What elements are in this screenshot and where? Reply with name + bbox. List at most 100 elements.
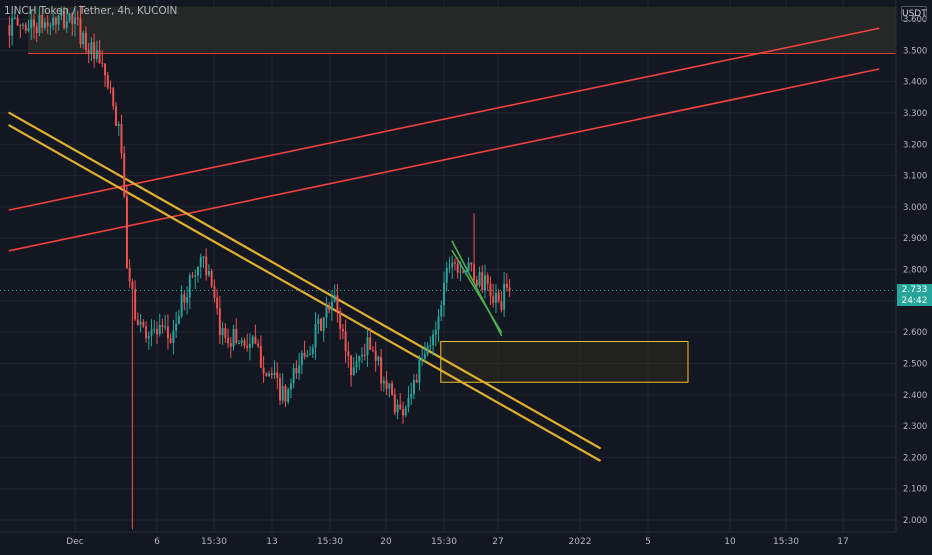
candle-bullish (57, 15, 60, 25)
candle-bullish (164, 326, 167, 328)
red-trendline-upper (8, 27, 880, 211)
candle-bullish (440, 305, 443, 317)
currency-button[interactable]: USDT (901, 6, 927, 21)
y-tick-label: 3.500 (903, 46, 927, 56)
price-axis (896, 0, 932, 550)
y-tick-label: 2.200 (903, 453, 927, 463)
candle-bullish (197, 267, 199, 276)
legend-exchange: KUCOIN (137, 5, 178, 17)
candle-bearish (336, 295, 339, 312)
candle-bullish (147, 335, 150, 339)
x-tick-label: 10 (724, 537, 736, 547)
candle-bullish (43, 22, 46, 28)
candle-bullish (281, 386, 284, 401)
y-tick-label: 2.800 (903, 266, 927, 276)
candle-bullish (388, 383, 391, 389)
y-tick-label: 2.900 (903, 234, 927, 244)
candle-bullish (287, 389, 290, 402)
candle-bullish (207, 270, 210, 276)
candle-bearish (71, 13, 74, 25)
y-tick-label: 3.000 (903, 203, 927, 213)
candle-bullish (238, 342, 240, 344)
candle-bearish (391, 383, 394, 395)
candle-bullish (52, 17, 55, 26)
candle-bullish (65, 21, 68, 28)
candle-bearish (399, 404, 402, 410)
candle-bearish (19, 25, 22, 27)
last-price-tag: 2.733 24:42 (897, 284, 932, 306)
candle-bearish (328, 307, 331, 311)
candle-bullish (366, 337, 369, 356)
candle-bullish (377, 356, 380, 361)
candle-bearish (101, 62, 104, 64)
candle-bullish (306, 355, 309, 357)
candle-bullish (240, 340, 243, 343)
candle-bullish (172, 330, 175, 343)
candle-bullish (11, 17, 14, 36)
candle-bullish (352, 367, 355, 375)
candle-bearish (227, 337, 230, 344)
candle-bullish (358, 356, 361, 362)
y-tick-label: 2.600 (903, 328, 927, 338)
x-tick-label: 17 (837, 537, 848, 547)
candle-bullish (410, 393, 413, 399)
candle-bullish (330, 301, 333, 311)
candle-bearish (497, 292, 500, 302)
candle-bullish (74, 17, 76, 25)
candle-bearish (166, 326, 169, 339)
candle-bearish (259, 346, 262, 368)
y-tick-label: 3.100 (903, 172, 927, 182)
candle-bullish (186, 297, 189, 303)
candle-bullish (60, 11, 63, 16)
candle-bearish (142, 322, 145, 327)
candle-bearish (279, 378, 281, 401)
falling-wedge-line-2 (451, 249, 503, 333)
candle-bearish (505, 283, 508, 288)
candle-bearish (145, 326, 148, 339)
candle-bearish (481, 272, 484, 291)
candle-bullish (180, 294, 183, 317)
red-trendline-lower (8, 68, 880, 252)
candle-bearish (112, 88, 115, 107)
symbol-legend[interactable]: 1INCH Token / Tether, 4h, KUCOIN (4, 5, 178, 17)
candle-bearish (8, 25, 11, 36)
candle-bearish (216, 297, 219, 309)
candle-bullish (22, 24, 25, 26)
y-tick-label: 3.200 (903, 140, 927, 150)
candle-bearish (35, 26, 38, 34)
candle-bullish (139, 322, 142, 325)
candles-layer (8, 5, 511, 530)
candle-bullish (464, 270, 467, 273)
candle-bullish (322, 317, 325, 331)
candle-bearish (402, 409, 404, 416)
candle-bearish (183, 294, 186, 303)
candle-bullish (467, 262, 470, 271)
legend-symbol: 1INCH Token / Tether (4, 5, 111, 17)
candle-bearish (16, 17, 19, 26)
candle-bearish (453, 262, 456, 264)
candle-bearish (295, 368, 298, 374)
candle-bullish (448, 267, 451, 269)
candle-bullish (382, 380, 385, 384)
candle-bearish (191, 275, 194, 277)
candle-bearish (350, 355, 353, 375)
x-tick-label: 13 (266, 537, 277, 547)
candle-bearish (161, 324, 164, 327)
candle-bearish (120, 124, 123, 154)
candle-bearish (109, 87, 112, 89)
x-tick-label: Dec (66, 537, 83, 547)
candle-bearish (106, 75, 109, 88)
candle-bearish (243, 340, 246, 346)
candle-bearish (79, 18, 82, 45)
candle-bearish (393, 394, 396, 413)
candle-bearish (470, 262, 473, 265)
candle-bearish (380, 356, 383, 384)
candle-bullish (251, 336, 254, 344)
x-tick-label: 5 (645, 537, 651, 547)
bar-countdown: 24:42 (901, 295, 928, 306)
candle-bearish (218, 308, 221, 336)
candle-bullish (396, 404, 399, 413)
trendlines-layer (8, 27, 896, 462)
